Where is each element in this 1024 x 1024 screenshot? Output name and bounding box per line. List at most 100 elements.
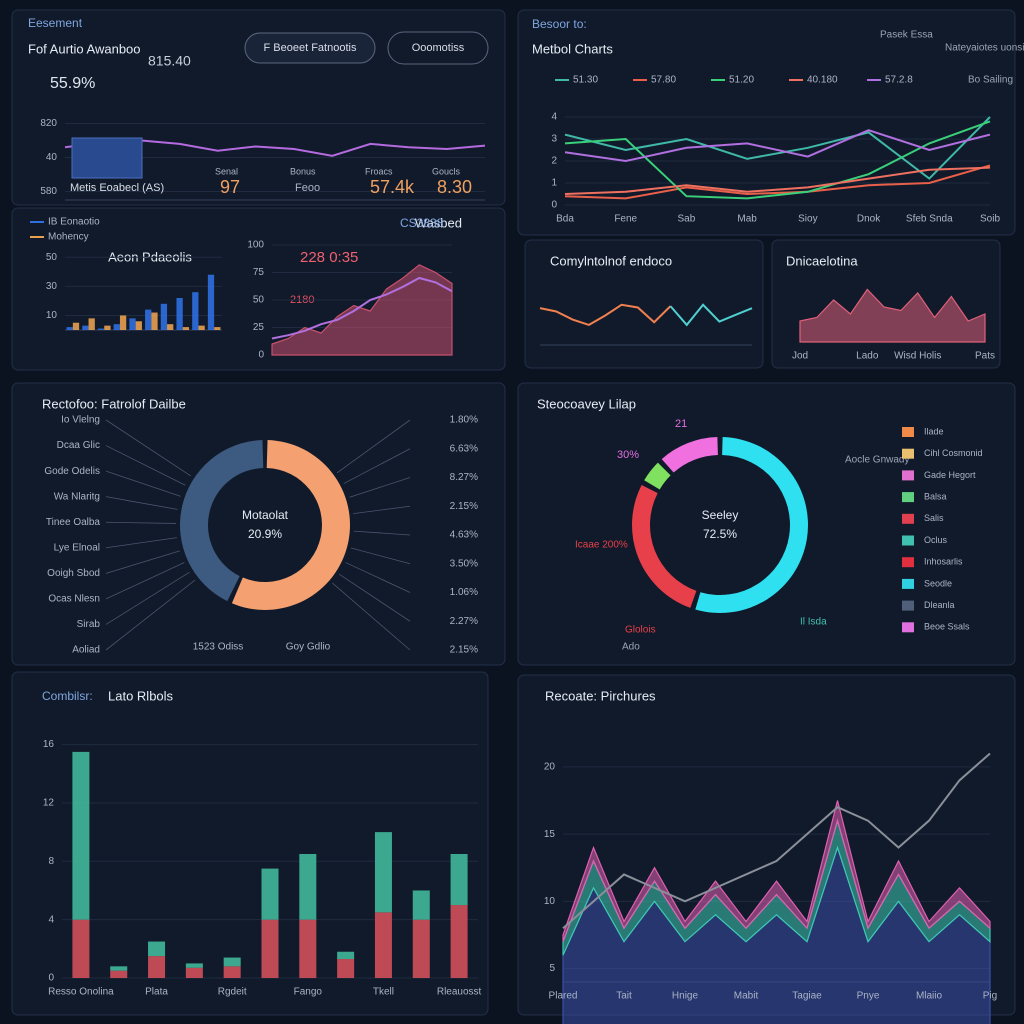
- bar: [185, 967, 203, 978]
- area: [562, 800, 991, 942]
- y-tick-label: 580: [40, 186, 57, 197]
- leader-line: [105, 445, 186, 486]
- donut-label: Lye Elnoal: [54, 542, 100, 553]
- panel: [11, 671, 489, 1016]
- x-tick-label: Dnok: [857, 214, 881, 225]
- y-tick-label: 0: [551, 200, 557, 211]
- bar: [129, 318, 136, 330]
- donut-center-label: Seeley: [702, 508, 739, 522]
- legend-label: Dleanla: [924, 600, 955, 610]
- bar: [198, 325, 205, 330]
- bar: [72, 751, 90, 920]
- donut-label: 3.50%: [450, 558, 478, 569]
- bar: [119, 315, 127, 330]
- legend-box: [71, 137, 143, 179]
- panel: [517, 382, 1016, 666]
- legend-label: Ilade: [924, 426, 944, 436]
- leader-line: [343, 448, 411, 484]
- leader-line: [105, 550, 180, 574]
- bar: [223, 957, 241, 967]
- donut-label: Aoliad: [72, 645, 100, 656]
- legend-label: 51.20: [729, 75, 754, 86]
- x-tick-label: Mlaiio: [916, 991, 943, 1002]
- bar: [207, 274, 215, 330]
- legend-swatch: [902, 622, 914, 633]
- legend-swatch: [902, 535, 914, 546]
- y-tick-label: 0: [48, 973, 54, 984]
- bar: [412, 890, 430, 920]
- x-tick-label: Pats: [975, 351, 995, 362]
- annotation: 21: [675, 418, 687, 430]
- leader-line: [105, 537, 177, 549]
- y-tick-label: 1: [551, 178, 557, 189]
- y-tick-label: 50: [46, 252, 58, 263]
- legend-label: Balsa: [924, 491, 947, 501]
- panel-title: Recoate: Pirchures: [545, 688, 656, 703]
- x-tick-label: Hnige: [672, 991, 699, 1002]
- y-tick-label: 16: [43, 739, 55, 750]
- button[interactable]: [244, 32, 376, 64]
- bar: [66, 327, 73, 330]
- stat: 55.9%: [50, 75, 95, 92]
- x-tick-label: Soib: [980, 214, 1000, 225]
- x-tick-label: Fene: [614, 214, 637, 225]
- line: [564, 129, 991, 163]
- button[interactable]: [387, 31, 489, 65]
- legend-swatch: [902, 600, 914, 611]
- x-tick-label: Bda: [556, 214, 574, 225]
- legend-swatch: [902, 513, 914, 524]
- bar: [148, 941, 166, 957]
- line: [669, 303, 753, 327]
- legend-label: Seodle: [924, 578, 952, 588]
- kpi-value: 8.30: [437, 177, 472, 197]
- donut-label: Tinee Oalba: [46, 517, 101, 528]
- line: [564, 166, 991, 195]
- x-tick-label: Rgdeit: [218, 987, 247, 998]
- legend-swatch: [902, 578, 914, 589]
- legend-label: Mohency: [48, 232, 89, 243]
- donut-center-label: Motaolat: [242, 508, 289, 522]
- y-tick-label: 2: [551, 156, 557, 167]
- x-tick-label: Plata: [145, 987, 168, 998]
- x-tick-label: Sfeb Snda: [906, 214, 953, 225]
- legend-swatch: [902, 492, 914, 503]
- y-tick-label: 4: [551, 112, 557, 123]
- x-tick-label: Fango: [294, 987, 323, 998]
- button-label[interactable]: F Beoeet Fatnootis: [264, 42, 357, 54]
- x-tick-label: Plared: [549, 991, 578, 1002]
- bar: [148, 956, 166, 978]
- kpi-label: Senal: [215, 166, 238, 176]
- panel-title: Metbol Charts: [532, 41, 613, 56]
- leader-line: [336, 419, 411, 474]
- x-tick-label: Lado: [856, 351, 879, 362]
- y-tick-label: 10: [46, 310, 58, 321]
- legend-swatch: [902, 427, 914, 437]
- y-tick-label: 15: [544, 829, 556, 840]
- bar: [261, 919, 279, 978]
- leader-line: [338, 573, 411, 622]
- panel-title: Comylntolnof endoco: [550, 253, 672, 268]
- donut-label: 1.80%: [450, 415, 478, 426]
- leader-line: [105, 496, 178, 510]
- leader-line: [345, 562, 411, 593]
- bar: [97, 328, 105, 330]
- bar: [261, 868, 279, 920]
- bar: [374, 912, 392, 978]
- annotation: Nateyaiotes uonsiattis: [945, 43, 1024, 54]
- panel: [11, 382, 506, 666]
- button-label[interactable]: Ooomotiss: [412, 42, 465, 54]
- bar: [450, 854, 468, 906]
- x-tick-label: Wisd Holis: [894, 351, 941, 362]
- line: [271, 276, 453, 340]
- bar: [223, 966, 241, 978]
- bar: [337, 959, 355, 978]
- x-tick-label: Mab: [737, 214, 757, 225]
- panel: [517, 9, 1016, 236]
- kpi-value: Feoo: [295, 182, 320, 194]
- y-tick-label: 5: [549, 963, 555, 974]
- x-tick-label: Mabit: [734, 991, 759, 1002]
- x-tick-label: Tait: [616, 991, 632, 1002]
- legend-label: IB Eonaotio: [48, 217, 100, 228]
